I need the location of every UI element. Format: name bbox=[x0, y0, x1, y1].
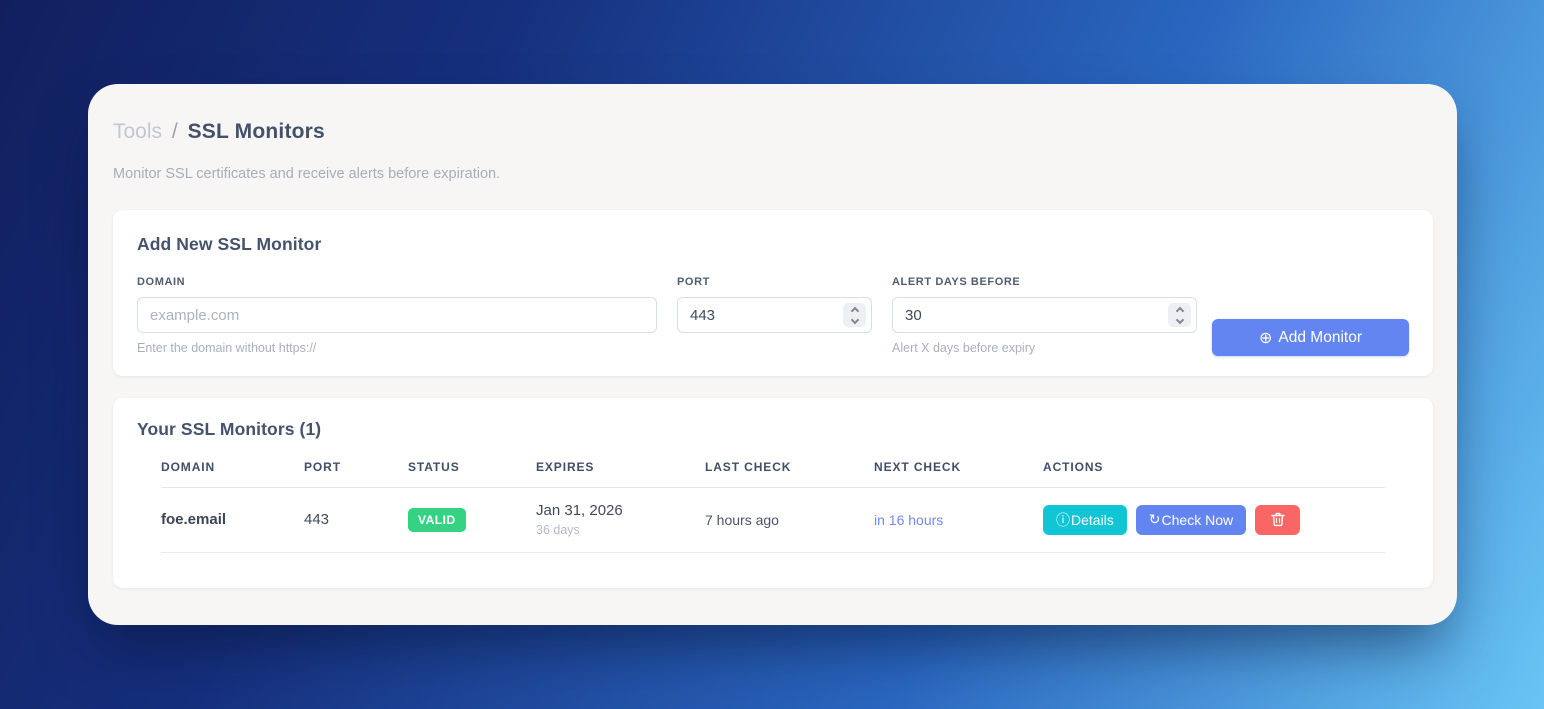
domain-helper-text: Enter the domain without https:// bbox=[137, 341, 317, 355]
page-title: SSL Monitors bbox=[187, 120, 325, 143]
table-row: foe.email 443 VALID Jan 31, 2026 36 days… bbox=[161, 487, 1385, 553]
monitor-last-check: 7 hours ago bbox=[705, 487, 874, 553]
add-monitor-form: DOMAIN Enter the domain without https://… bbox=[137, 276, 1409, 356]
monitors-list-card: Your SSL Monitors (1) DOMAIN PORT STATUS… bbox=[113, 398, 1433, 588]
breadcrumb-separator: / bbox=[171, 120, 178, 143]
chevron-down-icon bbox=[850, 315, 859, 324]
ssl-monitors-panel: Tools / SSL Monitors Monitor SSL certifi… bbox=[88, 84, 1457, 625]
domain-field-group: DOMAIN Enter the domain without https:// bbox=[137, 276, 657, 356]
add-monitor-button-label: Add Monitor bbox=[1278, 328, 1362, 346]
breadcrumb-tools-link[interactable]: Tools bbox=[113, 120, 163, 143]
domain-input[interactable] bbox=[137, 297, 657, 333]
column-header-port: PORT bbox=[304, 460, 408, 488]
status-badge: VALID bbox=[408, 507, 466, 532]
port-label: PORT bbox=[677, 276, 710, 288]
column-header-expires: EXPIRES bbox=[536, 460, 705, 488]
refresh-icon: ↻ bbox=[1148, 511, 1161, 527]
trash-icon bbox=[1270, 512, 1285, 527]
page-subtitle: Monitor SSL certificates and receive ale… bbox=[113, 166, 501, 182]
row-actions: ⓘ Details ↻ Check Now bbox=[1043, 504, 1385, 535]
monitor-expires-days: 36 days bbox=[536, 523, 580, 537]
add-monitor-card-title: Add New SSL Monitor bbox=[137, 234, 322, 254]
column-header-actions: ACTIONS bbox=[1043, 460, 1385, 488]
port-stepper[interactable] bbox=[843, 303, 866, 327]
alert-days-helper-text: Alert X days before expiry bbox=[892, 341, 1036, 355]
alert-days-input[interactable] bbox=[892, 297, 1197, 333]
column-header-domain: DOMAIN bbox=[161, 460, 304, 488]
monitors-table: DOMAIN PORT STATUS EXPIRES LAST CHECK NE… bbox=[161, 460, 1385, 553]
monitor-port: 443 bbox=[304, 487, 408, 553]
chevron-up-icon bbox=[1175, 306, 1184, 315]
column-header-next-check: NEXT CHECK bbox=[874, 460, 1043, 488]
domain-label: DOMAIN bbox=[137, 276, 186, 288]
chevron-down-icon bbox=[1175, 315, 1184, 324]
details-button-label: Details bbox=[1071, 511, 1114, 528]
alert-days-field-group: ALERT DAYS BEFORE Alert X days before ex… bbox=[892, 276, 1197, 356]
check-now-button[interactable]: ↻ Check Now bbox=[1135, 504, 1247, 535]
monitor-next-check: in 16 hours bbox=[874, 487, 1043, 553]
delete-monitor-button[interactable] bbox=[1255, 504, 1301, 535]
monitor-expires-date: Jan 31, 2026 bbox=[536, 502, 623, 519]
port-field-group: PORT bbox=[677, 276, 872, 356]
info-circle-icon: ⓘ bbox=[1056, 511, 1070, 528]
add-monitor-button[interactable]: ⊕ Add Monitor bbox=[1212, 319, 1409, 356]
alert-days-label: ALERT DAYS BEFORE bbox=[892, 276, 1021, 288]
table-header-row: DOMAIN PORT STATUS EXPIRES LAST CHECK NE… bbox=[161, 460, 1385, 488]
column-header-last-check: LAST CHECK bbox=[705, 460, 874, 488]
add-monitor-card: Add New SSL Monitor DOMAIN Enter the dom… bbox=[113, 210, 1433, 376]
details-button[interactable]: ⓘ Details bbox=[1043, 504, 1127, 535]
monitors-list-title: Your SSL Monitors (1) bbox=[137, 419, 322, 439]
column-header-status: STATUS bbox=[408, 460, 536, 488]
check-now-button-label: Check Now bbox=[1161, 511, 1234, 528]
alert-days-stepper[interactable] bbox=[1168, 303, 1191, 327]
plus-circle-icon: ⊕ bbox=[1259, 329, 1273, 347]
port-input[interactable] bbox=[677, 297, 872, 333]
breadcrumb: Tools / SSL Monitors bbox=[113, 120, 1432, 144]
monitor-domain: foe.email bbox=[161, 487, 304, 553]
chevron-up-icon bbox=[850, 306, 859, 315]
